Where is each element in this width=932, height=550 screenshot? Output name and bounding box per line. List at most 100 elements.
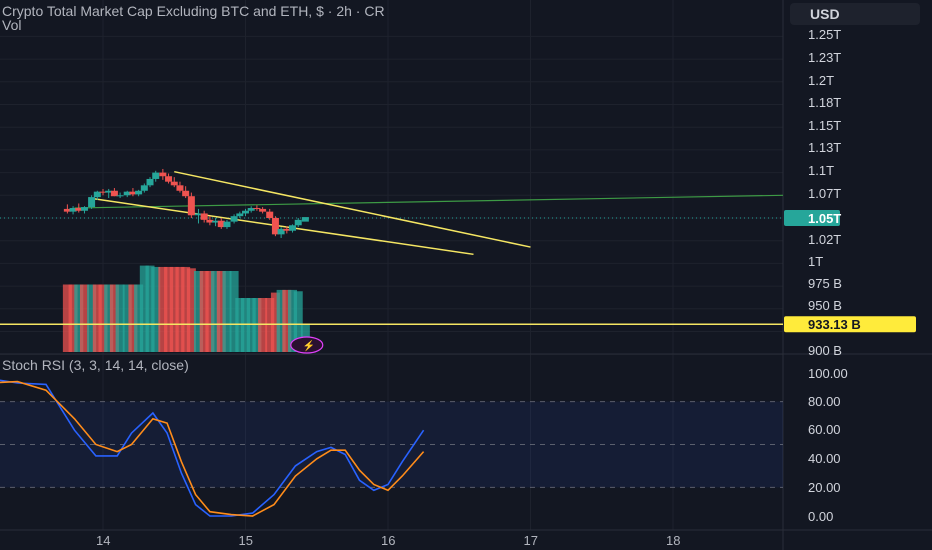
- volume-bar: [109, 284, 119, 352]
- candle-body: [110, 190, 118, 197]
- candle-body: [182, 190, 190, 197]
- time-tick-label: 16: [381, 533, 395, 548]
- time-tick-label: 17: [524, 533, 538, 548]
- candles: [63, 168, 309, 238]
- volume-bar: [122, 284, 132, 352]
- trend-line-lower: [88, 197, 474, 256]
- volume-bar: [79, 284, 89, 352]
- stoch-tick-label: 40.00: [808, 451, 841, 466]
- time-axis[interactable]: 14 15 16 17 18: [96, 533, 680, 548]
- chart-title: Crypto Total Market Cap Excluding BTC an…: [2, 3, 385, 19]
- price-tick-label: 950 B: [808, 298, 842, 313]
- time-tick-label: 14: [96, 533, 110, 548]
- price-tick-label: 1T: [808, 254, 823, 269]
- volume-bar: [74, 284, 84, 352]
- candle-body: [259, 208, 267, 212]
- candle-body: [129, 191, 137, 195]
- candle-body: [230, 216, 238, 222]
- candle-body: [301, 217, 309, 222]
- stoch-tick-label: 80.00: [808, 394, 841, 409]
- volume-bar: [169, 266, 179, 352]
- volume-bar: [235, 298, 245, 352]
- volume-bar: [193, 271, 203, 352]
- current-price-badge: [784, 210, 840, 226]
- volume-bars: [62, 265, 310, 352]
- price-tick-label: 1.23T: [808, 50, 841, 65]
- volume-bar: [288, 289, 298, 352]
- stoch-tick-label: 60.00: [808, 422, 841, 437]
- price-axis[interactable]: 1.25T 1.23T 1.2T 1.18T 1.15T 1.13T 1.1T 1.07T 1.…: [784, 27, 916, 524]
- candle-body: [135, 190, 143, 195]
- volume-bar: [62, 284, 72, 352]
- stoch-k-line: [0, 379, 425, 517]
- stoch-d-line: [0, 380, 425, 517]
- volume-bar: [175, 266, 185, 352]
- candle-body: [242, 210, 249, 214]
- volume-bar: [282, 289, 292, 352]
- candle-body: [123, 191, 131, 196]
- green-trend-line: [74, 194, 784, 209]
- volume-bar: [258, 298, 268, 352]
- stoch-tick-label: 0.00: [808, 509, 833, 524]
- volume-bar: [115, 284, 125, 352]
- candle-body: [266, 211, 274, 218]
- candle-body: [271, 218, 279, 235]
- lightning-glyph: ⚡: [303, 339, 315, 352]
- trend-line-upper: [174, 170, 531, 248]
- candle-body: [247, 208, 255, 211]
- candle-body: [170, 181, 178, 186]
- volume-bar: [158, 266, 168, 352]
- candle-body: [187, 196, 195, 216]
- candle-body: [105, 190, 113, 193]
- candle-body: [200, 213, 208, 220]
- price-tick-label: 1.15T: [808, 118, 841, 133]
- volume-bar: [211, 271, 221, 352]
- volume-bar: [293, 291, 303, 352]
- stoch-rsi-label: Stoch RSI (3, 3, 14, 14, close): [2, 357, 189, 373]
- volume-bar: [92, 284, 102, 352]
- volume-bar: [216, 271, 226, 352]
- candle-body: [69, 208, 77, 212]
- volume-bar: [222, 271, 232, 352]
- candle-body: [88, 197, 96, 208]
- candle-body: [152, 172, 160, 179]
- candle-body: [236, 213, 244, 217]
- volume-bar: [98, 284, 108, 352]
- volume-bar: [241, 298, 250, 352]
- volume-bar: [265, 298, 275, 352]
- volume-bar: [104, 284, 114, 352]
- volume-bar: [164, 266, 174, 352]
- volume-bar: [181, 266, 191, 352]
- volume-bar: [87, 284, 97, 352]
- candle-body: [283, 228, 291, 231]
- candle-body: [146, 178, 154, 186]
- volume-bar: [205, 271, 215, 352]
- volume-bar: [151, 266, 161, 352]
- volume-bar: [68, 284, 78, 352]
- lightning-icon: [290, 336, 324, 354]
- volume-bar: [134, 284, 144, 352]
- candle-body: [159, 172, 167, 177]
- candle-body: [194, 213, 202, 216]
- candle-body: [80, 207, 88, 211]
- volume-bar: [270, 292, 280, 352]
- volume-bar: [246, 298, 256, 352]
- price-tick-label: 1.07T: [808, 186, 841, 201]
- volume-bar: [252, 298, 262, 352]
- price-tick-label: 1.2T: [808, 73, 834, 88]
- price-tick-label: 1.1T: [808, 163, 834, 178]
- current-price-label: 1.05T: [808, 211, 841, 226]
- stoch-rsi-pane: [0, 379, 783, 517]
- volume-label: Vol: [2, 17, 22, 33]
- price-tick-label: 1.18T: [808, 95, 841, 110]
- candle-body: [99, 191, 107, 193]
- candle-body: [165, 176, 173, 182]
- price-tick-label: 900 B: [808, 343, 842, 358]
- currency-button[interactable]: USD: [790, 3, 920, 25]
- candle-body: [116, 195, 124, 197]
- stoch-tick-label: 20.00: [808, 480, 841, 495]
- volume-bar: [139, 265, 149, 352]
- volume-bar: [145, 265, 155, 352]
- volume-bar: [128, 284, 138, 352]
